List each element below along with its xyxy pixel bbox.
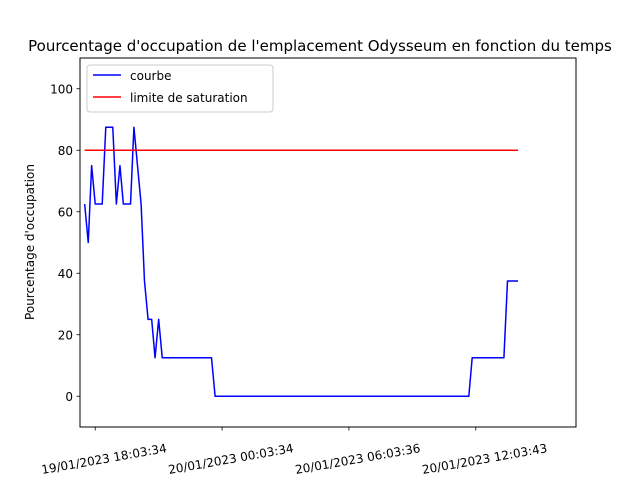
y-tick-label: 0 bbox=[65, 390, 73, 404]
y-tick-label: 40 bbox=[58, 267, 73, 281]
plot-frame bbox=[79, 57, 577, 428]
chart-title: Pourcentage d'occupation de l'emplacemen… bbox=[28, 37, 612, 55]
legend-label-courbe: courbe bbox=[130, 69, 171, 83]
legend: courbe limite de saturation bbox=[86, 64, 274, 113]
y-axis-label: Pourcentage d'occupation bbox=[23, 164, 37, 320]
x-tick-label: 20/01/2023 12:03:43 bbox=[421, 441, 548, 477]
legend-box bbox=[86, 64, 274, 113]
y-tick-label: 60 bbox=[58, 205, 73, 219]
series-courbe bbox=[83, 126, 519, 397]
y-tick-label: 80 bbox=[58, 144, 73, 158]
x-tick-label: 20/01/2023 00:03:34 bbox=[167, 441, 294, 477]
y-tick-label: 20 bbox=[58, 328, 73, 342]
x-tick-label: 20/01/2023 06:03:36 bbox=[294, 441, 421, 477]
x-tick-label: 19/01/2023 18:03:34 bbox=[40, 441, 167, 477]
legend-label-limite: limite de saturation bbox=[130, 91, 248, 105]
y-tick-label: 100 bbox=[50, 82, 73, 96]
